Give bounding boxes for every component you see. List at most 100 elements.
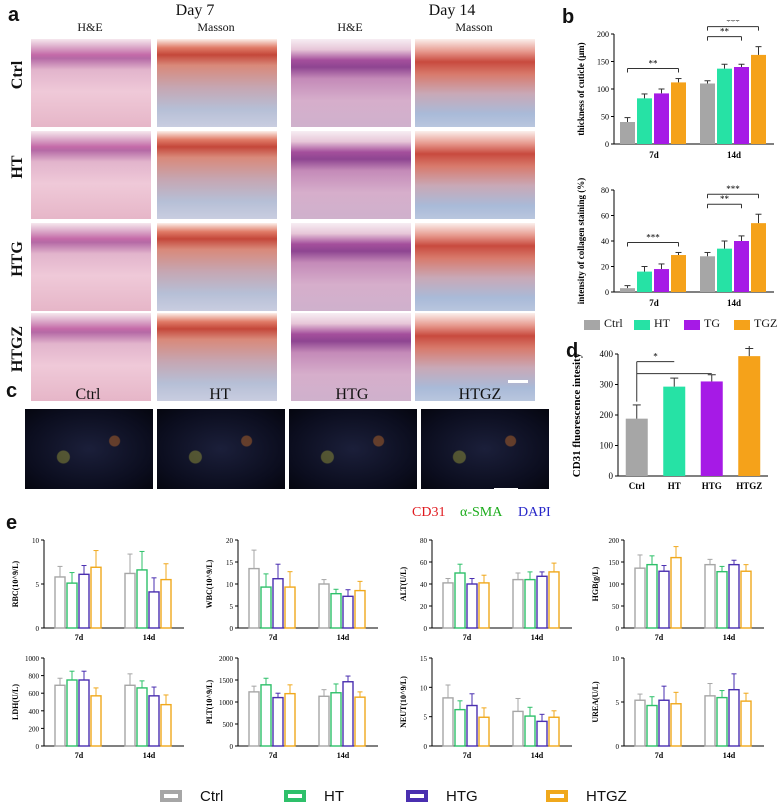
b2-bar-TGZ-14d [751, 223, 766, 292]
d-ytick-label: 200 [600, 410, 614, 420]
d-ytick-label: 300 [600, 380, 614, 390]
b2-ytick-label: 0 [605, 288, 609, 297]
legend-e-label-HT: HT [324, 788, 344, 805]
histology-ctrl-he-d14 [290, 38, 412, 128]
e6-xtick-label: 14d [337, 751, 350, 760]
row-label-ctrl: Ctrl [9, 60, 26, 90]
e1-ytick-label: 5 [36, 581, 40, 589]
histology-htg-he-d7 [30, 222, 152, 312]
legend-e-swatch-HTGZ [546, 790, 568, 802]
b1-bar-HT-14d [717, 68, 732, 144]
e4-ytick-label: 50 [612, 603, 620, 611]
e1-bar-HT-14d [136, 569, 148, 629]
histology-htgz-he-d14 [290, 312, 412, 402]
channel-cd31: CD31 [412, 505, 446, 520]
e6-ylabel: PLT(10^9/L) [205, 679, 214, 724]
e5-ytick-label: 400 [29, 708, 40, 716]
legend-e-swatch-Ctrl [160, 790, 182, 802]
b1-ytick-label: 100 [597, 85, 609, 94]
legend-b-swatch-Ctrl [584, 320, 600, 330]
e1-ytick-label: 10 [32, 537, 40, 545]
e7-bar-HTG-14d [536, 720, 548, 747]
b1-ytick-label: 0 [605, 140, 609, 149]
row-label-htgz: HTGZ [9, 325, 26, 373]
c-col-ht: HT [209, 386, 231, 403]
e4-bar-HTGZ-7d [670, 556, 682, 629]
b2-bar-HT-14d [717, 248, 732, 292]
fluor-image-ht [156, 408, 286, 490]
e5-bar-HT-7d [66, 679, 78, 747]
d-xtick-label: HTG [702, 481, 722, 491]
e4-ytick-label: 150 [609, 559, 620, 567]
e2-ytick-label: 5 [230, 603, 234, 611]
c-col-htg: HTG [335, 386, 369, 403]
stain-header-he-d7: H&E [77, 20, 103, 34]
e5-bar-HTGZ-14d [160, 703, 172, 747]
scale-bar-a [508, 380, 528, 383]
e7-xtick-label: 7d [463, 751, 472, 760]
b1-sig-label: ** [649, 59, 659, 69]
histology-ctrl-masson-d7 [156, 38, 278, 128]
e2-bar-HT-14d [330, 592, 342, 629]
panel-c-label: c [6, 380, 18, 402]
panel-b-label: b [562, 6, 575, 28]
e7-bar-HTGZ-14d [548, 716, 560, 747]
panel-e-label: e [6, 512, 18, 534]
legend-b-swatch-TGZ [734, 320, 750, 330]
legend-b-label-TGZ: TGZ [754, 316, 778, 330]
e2-ytick-label: 15 [226, 559, 234, 567]
e3-bar-HTG-7d [466, 583, 478, 629]
legend-b: Ctrl HT TG TGZ [584, 316, 784, 334]
b2-bar-TGZ-7d [671, 255, 686, 292]
histology-htgz-he-d7 [30, 312, 152, 402]
e1-ytick-label: 0 [36, 625, 40, 633]
e4-ytick-label: 200 [609, 537, 620, 545]
c-col-htgz: HTGZ [458, 386, 502, 403]
fluor-image-htgz [420, 408, 550, 490]
e7-bar-Ctrl-7d [442, 697, 454, 747]
row-label-ht: HT [9, 155, 26, 179]
e5-ytick-label: 0 [36, 743, 40, 751]
e6-ytick-label: 0 [230, 743, 234, 751]
stain-header-he-d14: H&E [337, 20, 363, 34]
e4-bar-Ctrl-14d [704, 563, 716, 629]
b1-ytick-label: 150 [597, 58, 609, 67]
e7-ytick-label: 0 [424, 743, 428, 751]
channel-asma: α-SMA [460, 505, 503, 520]
e8-bar-HTG-14d [728, 688, 740, 747]
d-ytick-label: 100 [600, 441, 614, 451]
e4-bar-HT-7d [646, 563, 658, 629]
b2-sig-label: ** [720, 194, 730, 204]
b2-bar-Ctrl-14d [700, 256, 715, 292]
e7-xtick-label: 14d [531, 751, 544, 760]
e3-bar-HTGZ-7d [478, 582, 490, 629]
e3-ytick-label: 40 [420, 581, 428, 589]
day7-header: Day 7 [175, 2, 215, 19]
e8-bar-HTG-7d [658, 699, 670, 747]
e8-bar-HTGZ-7d [670, 703, 682, 747]
b2-xtick-label: 14d [727, 298, 741, 308]
d-ytick-label: 0 [609, 471, 614, 481]
b2-ytick-label: 60 [601, 212, 609, 221]
e1-bar-HT-7d [66, 582, 78, 629]
d-bar-HT [663, 386, 686, 476]
d-bar-Ctrl [625, 418, 648, 476]
e2-ytick-label: 0 [230, 625, 234, 633]
legend-e-swatch-HTG [406, 790, 428, 802]
e6-bar-HTGZ-14d [354, 696, 366, 747]
e1-bar-HTGZ-14d [160, 578, 172, 629]
b1-bar-Ctrl-7d [620, 122, 635, 144]
e8-bar-HT-7d [646, 704, 658, 747]
e8-ylabel: UREA(U/L) [591, 681, 600, 723]
fluor-image-ctrl [24, 408, 154, 490]
e1-bar-Ctrl-7d [54, 576, 66, 629]
legend-e-label-HTGZ: HTGZ [586, 788, 627, 805]
b1-ytick-label: 50 [601, 113, 609, 122]
b1-bar-TGZ-14d [751, 54, 766, 144]
channel-dapi: DAPI [518, 505, 551, 520]
legend-b-label-Ctrl: Ctrl [604, 316, 623, 330]
e6-bar-HTG-7d [272, 696, 284, 747]
e2-ylabel: WBC(10^9/L) [205, 559, 214, 608]
e3-ytick-label: 0 [424, 625, 428, 633]
